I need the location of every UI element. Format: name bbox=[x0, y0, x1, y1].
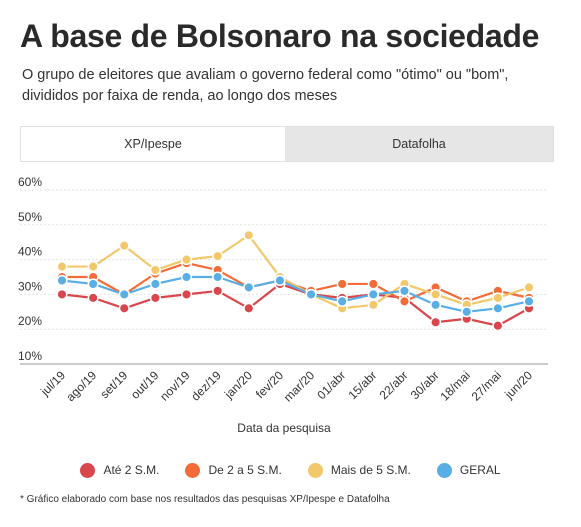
series-line bbox=[61, 275, 530, 313]
data-point bbox=[118, 288, 130, 300]
data-point bbox=[243, 229, 255, 241]
legend-label: De 2 a 5 S.M. bbox=[208, 463, 282, 477]
data-point bbox=[212, 271, 224, 283]
legend-swatch bbox=[436, 462, 452, 478]
legend-item[interactable]: De 2 a 5 S.M. bbox=[185, 462, 282, 478]
data-point bbox=[180, 271, 193, 283]
legend-swatch bbox=[80, 462, 96, 478]
data-point bbox=[149, 292, 161, 304]
x-tick-label: set/19 bbox=[97, 368, 130, 401]
legend-item[interactable]: Até 2 S.M. bbox=[80, 462, 159, 478]
data-point bbox=[492, 292, 504, 304]
series-line bbox=[61, 282, 530, 327]
chart-title: A base de Bolsonaro na sociedade bbox=[20, 18, 540, 54]
x-tick-label: dez/19 bbox=[188, 368, 224, 404]
data-point bbox=[212, 285, 224, 297]
legend-item[interactable]: Mais de 5 S.M. bbox=[307, 462, 411, 478]
x-tick-label: jan/20 bbox=[221, 368, 255, 402]
data-point bbox=[274, 274, 286, 287]
data-point bbox=[87, 261, 99, 273]
x-axis-title: Data da pesquisa bbox=[237, 421, 331, 435]
data-point bbox=[212, 250, 224, 262]
series-line bbox=[62, 261, 530, 303]
x-tick-label: ago/19 bbox=[63, 368, 99, 404]
data-point bbox=[367, 299, 379, 311]
data-point bbox=[180, 254, 193, 266]
data-point bbox=[305, 288, 317, 300]
data-point bbox=[118, 240, 130, 252]
data-point bbox=[523, 295, 535, 307]
data-point bbox=[243, 302, 255, 314]
data-point bbox=[367, 288, 379, 300]
y-tick-label: 20% bbox=[18, 314, 42, 328]
x-tick-label: 18/mai bbox=[437, 368, 472, 403]
x-tick-label: out/19 bbox=[128, 368, 162, 402]
data-point bbox=[398, 295, 411, 307]
data-point bbox=[87, 292, 99, 304]
data-point bbox=[87, 278, 99, 290]
legend-swatch bbox=[185, 462, 201, 478]
data-point bbox=[180, 288, 193, 300]
legend-swatch bbox=[307, 462, 323, 478]
x-tick-label: 01/abr bbox=[314, 368, 348, 402]
data-point bbox=[336, 295, 348, 307]
data-point bbox=[149, 278, 161, 290]
x-tick-label: jun/20 bbox=[501, 368, 535, 402]
data-point bbox=[523, 281, 535, 293]
x-tick-label: 15/abr bbox=[345, 368, 379, 402]
y-tick-label: 60% bbox=[18, 175, 42, 189]
x-tick-label: nov/19 bbox=[157, 368, 193, 404]
tab-xp-ipespe[interactable]: XP/Ipespe bbox=[21, 127, 285, 161]
x-tick-label: 27/mai bbox=[469, 368, 504, 403]
y-tick-label: 10% bbox=[18, 349, 42, 363]
data-point bbox=[118, 302, 130, 314]
y-tick-label: 30% bbox=[18, 279, 42, 293]
source-tabs: XP/Ipespe Datafolha bbox=[20, 126, 554, 162]
legend-label: Mais de 5 S.M. bbox=[330, 463, 411, 477]
tab-datafolha[interactable]: Datafolha bbox=[285, 127, 553, 161]
series-line bbox=[62, 234, 530, 310]
legend-label: Até 2 S.M. bbox=[103, 463, 160, 477]
data-point bbox=[336, 278, 348, 290]
data-point bbox=[492, 302, 504, 314]
data-point bbox=[367, 278, 379, 290]
footnote: * Gráfico elaborado com base nos resulta… bbox=[20, 494, 390, 505]
data-point bbox=[492, 320, 504, 332]
data-point bbox=[56, 274, 68, 287]
data-point bbox=[56, 288, 68, 300]
legend-label: GERAL bbox=[459, 463, 501, 477]
chart-subtitle: O grupo de eleitores que avaliam o gover… bbox=[22, 67, 509, 104]
data-point bbox=[56, 261, 68, 273]
x-tick-label: 30/abr bbox=[408, 368, 442, 402]
legend: Até 2 S.M. De 2 a 5 S.M. Mais de 5 S.M. … bbox=[0, 462, 581, 478]
data-point bbox=[243, 281, 255, 293]
data-point bbox=[430, 316, 442, 328]
x-tick-label: 22/abr bbox=[377, 368, 411, 402]
line-chart: 10%20%30%40%50%60%jul/19ago/19set/19out/… bbox=[18, 175, 548, 435]
data-point bbox=[398, 285, 411, 297]
legend-item[interactable]: GERAL bbox=[436, 462, 501, 478]
data-point bbox=[430, 299, 442, 311]
data-point bbox=[430, 288, 442, 300]
y-tick-label: 50% bbox=[18, 210, 42, 224]
x-tick-label: mar/20 bbox=[281, 368, 318, 405]
data-point bbox=[149, 264, 161, 276]
y-tick-label: 40% bbox=[18, 245, 42, 259]
data-point bbox=[461, 306, 473, 318]
